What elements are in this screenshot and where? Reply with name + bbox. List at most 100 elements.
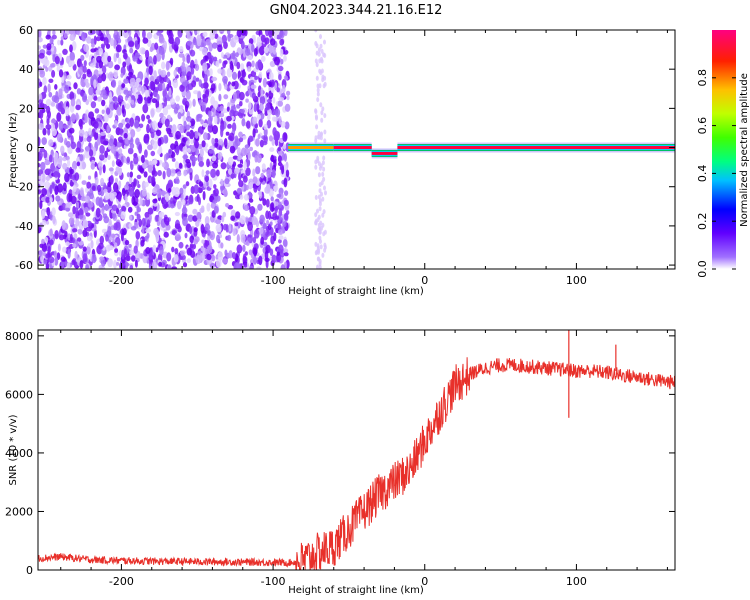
noise-blob [128,215,133,221]
snr-frame [37,329,676,571]
noise-blob [87,201,94,208]
noise-blob [99,135,106,145]
noise-blob [79,154,84,162]
noise-blob [99,154,105,161]
noise-blob [247,221,254,232]
noise-blob [121,187,126,197]
noise-blob [283,199,289,207]
noise-blob [144,235,148,242]
noise-blob [56,252,61,260]
noise-blob [207,229,211,236]
noise-blob [126,172,131,178]
noise-blob [316,256,320,262]
noise-blob [192,215,198,222]
snr-x-tick-label: -200 [109,575,134,588]
noise-blob [314,164,318,170]
noise-blob [202,81,209,89]
noise-blob [314,250,318,256]
noise-blob [201,47,208,56]
noise-blob [59,60,63,66]
noise-blob [214,33,219,39]
figure-title: GN04.2023.344.21.16.E12 [270,3,443,18]
noise-blob [218,93,222,102]
noise-blob [170,143,176,151]
noise-blob [76,237,82,242]
noise-blob [167,179,173,189]
noise-blob [146,32,153,39]
noise-blob [105,30,110,36]
noise-blob [283,75,288,81]
noise-blob [321,252,325,258]
noise-blob [323,138,327,144]
noise-blob [177,67,182,74]
noise-blob [98,166,102,176]
noise-blob [71,259,76,266]
noise-blob [43,59,50,67]
noise-blob [94,108,100,114]
noise-blob [38,250,44,257]
noise-blob [212,199,218,204]
noise-blob [319,34,322,40]
noise-blob [82,229,88,238]
noise-blob [38,52,45,59]
noise-blob [86,181,92,189]
noise-blob [151,159,158,165]
noise-blob [269,221,273,226]
noise-blob [196,113,203,119]
noise-blob [245,47,251,56]
noise-blob [123,132,128,139]
spectrogram-y-tick-label: 40 [19,63,33,76]
noise-blob [146,192,150,200]
noise-blob [233,35,239,44]
noise-blob [237,163,243,168]
noise-blob [246,55,253,60]
noise-blob [48,154,53,163]
noise-blob [137,207,141,213]
noise-blob [42,251,46,257]
noise-blob [213,205,219,214]
noise-blob [75,147,81,153]
noise-blob [114,64,120,71]
noise-blob [82,65,87,73]
noise-blob [190,67,195,75]
noise-blob [105,234,109,242]
noise-blob [253,47,258,57]
noise-blob [185,90,191,100]
noise-blob [278,244,284,254]
noise-blob [111,233,116,239]
noise-blob [84,113,88,124]
noise-blob [245,167,251,177]
noise-blob [226,106,230,112]
noise-blob [318,201,322,207]
noise-blob [113,182,119,193]
noise-blob [236,30,242,38]
noise-blob [70,113,76,123]
noise-blob [121,104,125,114]
noise-blob [249,206,256,215]
noise-blob [51,128,57,137]
noise-blob [233,262,240,269]
noise-blob [245,184,249,191]
noise-blob [285,169,290,178]
noise-blob [64,106,70,117]
noise-blob [178,241,184,249]
noise-blob [253,229,260,239]
noise-blob [141,217,146,227]
noise-blob [316,208,319,214]
noise-blob [235,211,241,219]
noise-blob [78,66,84,76]
noise-blob [231,122,237,132]
noise-blob [219,123,225,132]
noise-blob [279,38,285,46]
noise-blob [243,160,247,171]
noise-blob [91,253,97,264]
signal-line [371,151,398,155]
noise-blob [90,101,97,109]
noise-blob [234,167,240,175]
noise-blob [56,133,63,143]
noise-blob [236,147,241,157]
noise-blob [241,118,246,127]
noise-blob [256,36,260,46]
noise-blob [204,89,210,98]
noise-blob [142,37,149,44]
